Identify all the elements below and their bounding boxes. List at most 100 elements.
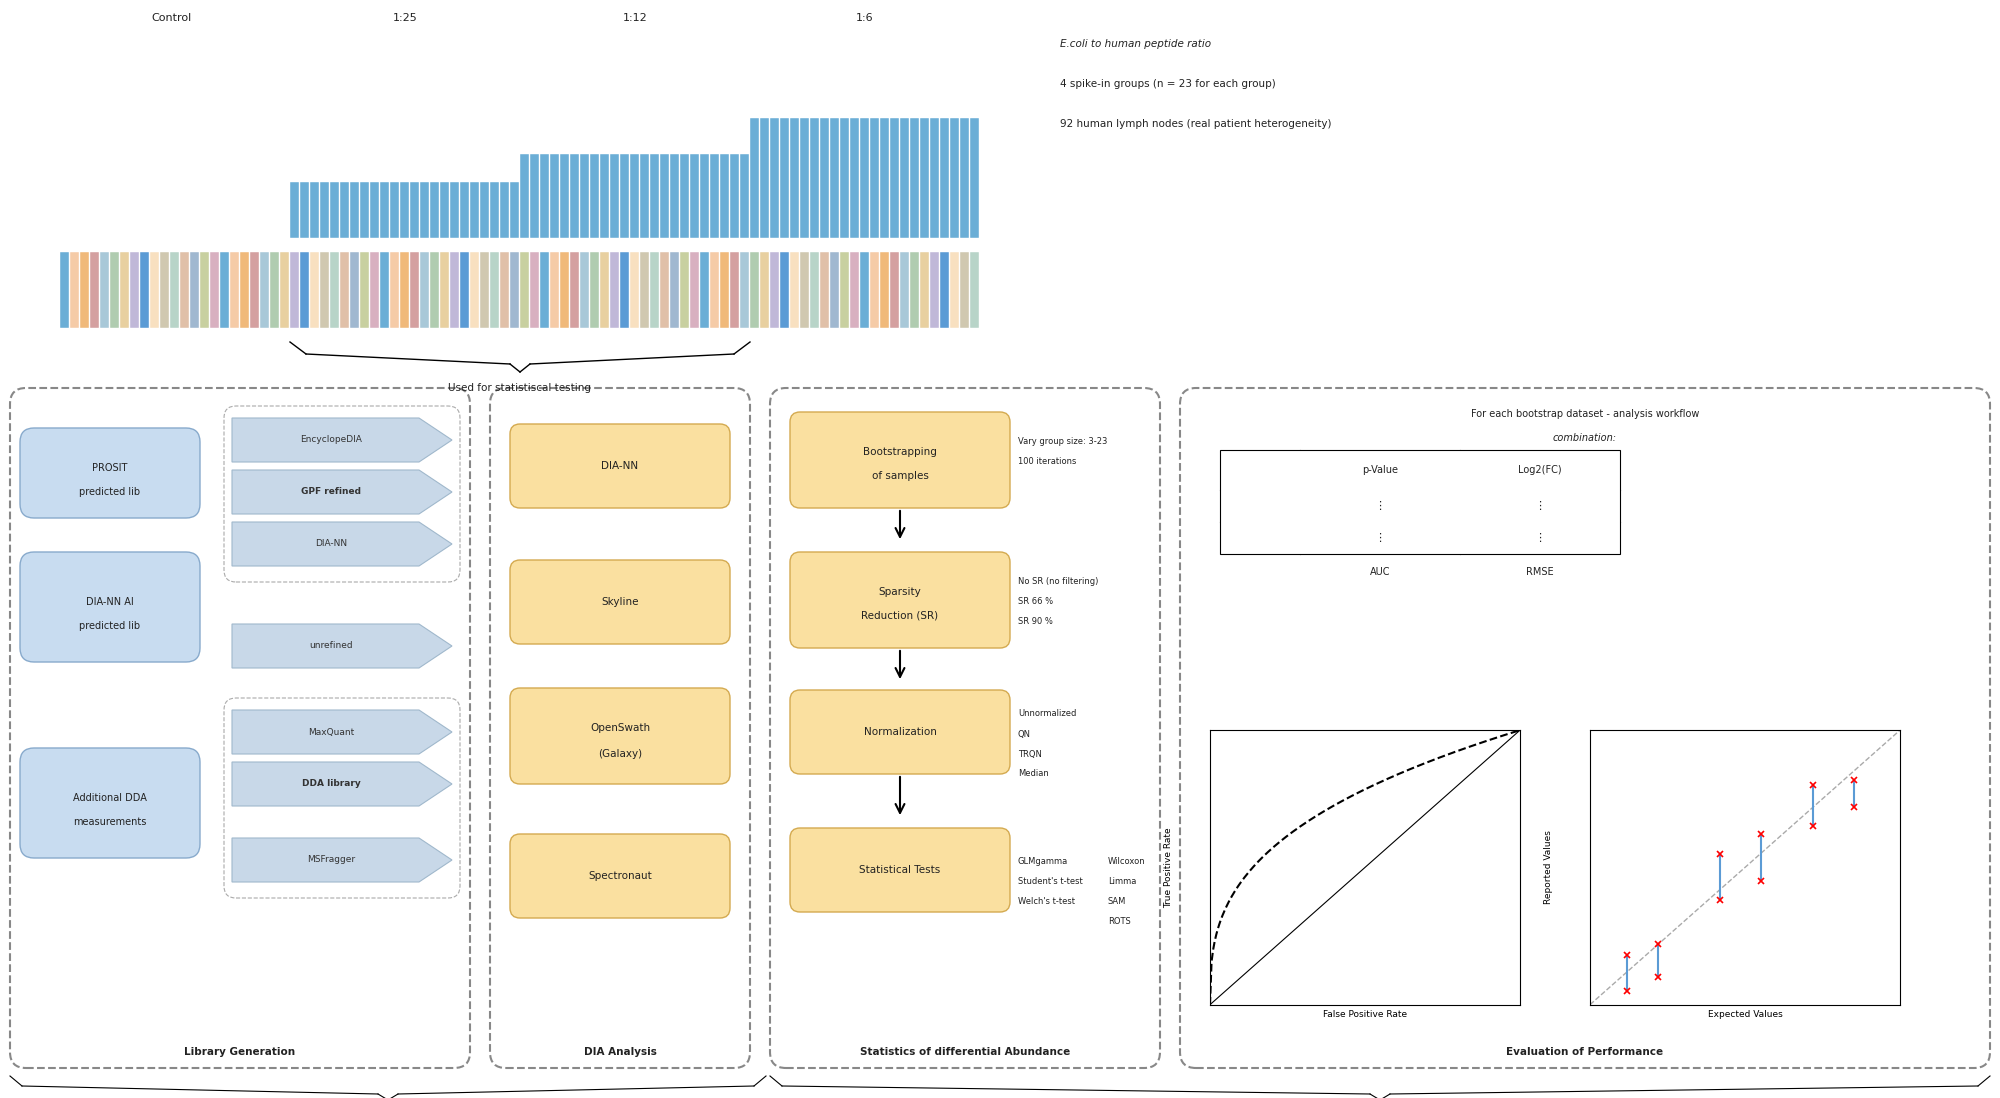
Bar [960,253,968,328]
Text: Spectronaut: Spectronaut [588,871,652,881]
Bar [280,253,288,328]
Bar [810,253,820,328]
Bar [660,154,668,238]
Text: Welch's t-test: Welch's t-test [1018,897,1076,907]
Text: MaxQuant: MaxQuant [308,728,354,737]
Y-axis label: Reported Values: Reported Values [1544,830,1552,905]
Bar [450,253,460,328]
Bar [680,253,688,328]
Bar [340,253,350,328]
Bar [140,253,148,328]
Bar [630,253,640,328]
Bar [410,182,420,238]
Bar [430,253,440,328]
Bar [930,253,940,328]
Text: 100 iterations: 100 iterations [1018,458,1076,467]
Text: 4 spike-in groups (n = 23 for each group): 4 spike-in groups (n = 23 for each group… [1060,79,1276,89]
Bar [900,253,908,328]
Bar [580,154,588,238]
Text: of samples: of samples [872,471,928,481]
Bar [320,253,328,328]
Text: Limma: Limma [1108,877,1136,886]
Text: ⋮: ⋮ [1374,501,1386,511]
FancyBboxPatch shape [790,552,1010,648]
FancyBboxPatch shape [790,690,1010,774]
Bar [710,154,720,238]
Bar [620,154,628,238]
Text: Wilcoxon: Wilcoxon [1108,858,1146,866]
Bar [760,117,768,238]
Text: Reduction (SR): Reduction (SR) [862,610,938,621]
Text: GLMgamma: GLMgamma [1018,858,1068,866]
Bar [400,253,410,328]
Bar [160,253,168,328]
Bar [210,253,220,328]
Bar [490,182,500,238]
Bar [190,253,200,328]
Bar [250,253,260,328]
Bar [790,253,800,328]
Text: QN: QN [1018,729,1032,739]
Bar [360,182,368,238]
Bar [690,154,700,238]
Bar [600,253,608,328]
Bar [920,253,928,328]
Text: unrefined: unrefined [310,641,352,650]
Polygon shape [232,470,452,514]
Text: Normalization: Normalization [864,727,936,737]
Bar [480,182,488,238]
Bar [970,253,980,328]
Bar [390,253,400,328]
Text: Unnormalized: Unnormalized [1018,709,1076,718]
Bar [420,182,428,238]
Text: 1:25: 1:25 [392,13,418,23]
Bar [500,182,508,238]
Text: EncyclopeDIA: EncyclopeDIA [300,436,362,445]
Bar [710,253,720,328]
Bar [960,117,968,238]
Text: predicted lib: predicted lib [80,621,140,631]
Text: measurements: measurements [74,817,146,827]
Bar [730,253,740,328]
Text: No SR (no filtering): No SR (no filtering) [1018,578,1098,586]
Text: GPF refined: GPF refined [300,488,360,496]
Bar [570,253,580,328]
Y-axis label: True Positive Rate: True Positive Rate [1164,827,1172,908]
X-axis label: Expected Values: Expected Values [1708,1010,1782,1019]
Bar [300,182,308,238]
Bar [940,253,950,328]
Bar [340,182,350,238]
Text: Statistics of differential Abundance: Statistics of differential Abundance [860,1047,1070,1057]
Bar [760,253,768,328]
Bar [670,253,680,328]
Bar [90,253,100,328]
Bar [380,182,388,238]
Text: DIA Analysis: DIA Analysis [584,1047,656,1057]
Bar [570,154,580,238]
Bar [580,253,588,328]
Bar [330,253,340,328]
Polygon shape [232,762,452,806]
Bar [660,253,668,328]
Bar [520,154,528,238]
Bar [320,182,328,238]
Bar [540,154,548,238]
Bar [740,154,748,238]
Bar [130,253,140,328]
FancyBboxPatch shape [790,412,1010,508]
Bar [530,253,540,328]
Bar [470,253,480,328]
Bar [300,253,308,328]
Bar [450,182,460,238]
Bar [470,182,480,238]
Bar [500,253,508,328]
Polygon shape [232,522,452,565]
Text: TRQN: TRQN [1018,750,1042,759]
Bar [820,253,830,328]
Bar [230,253,240,328]
Bar [520,253,528,328]
Bar [120,253,128,328]
Bar [970,117,980,238]
Bar [350,182,360,238]
Text: Log2(FC): Log2(FC) [1518,464,1562,475]
